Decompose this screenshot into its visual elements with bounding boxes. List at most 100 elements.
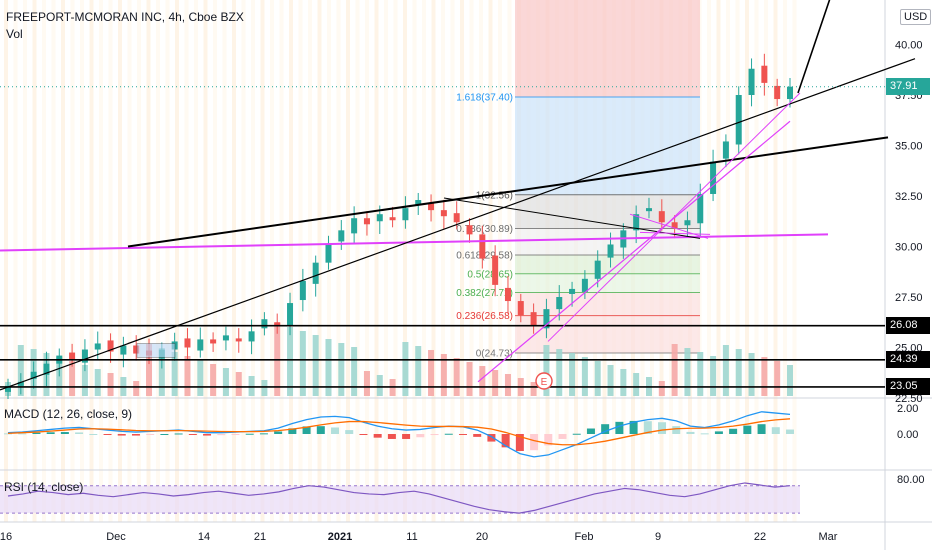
earnings-label: E [541, 377, 548, 388]
volume-bar [171, 352, 178, 396]
volume-bar [748, 353, 755, 396]
candle-body [363, 218, 370, 225]
session-band [317, 0, 322, 522]
macd-histogram-bar [288, 428, 297, 434]
candle-body [671, 222, 678, 229]
candle-body [222, 335, 229, 341]
volume-bar [569, 353, 576, 396]
channel-line [477, 120, 791, 383]
chart-title: FREEPORT-MCMORAN INC, 4h, Cboe BZX [6, 10, 244, 24]
trendline [0, 58, 916, 391]
session-band [298, 0, 303, 522]
volume-bar [338, 343, 345, 396]
time-tick-label: 16 [0, 531, 12, 543]
volume-bar [658, 381, 665, 396]
macd-histogram-bar [601, 424, 610, 434]
session-band [127, 0, 132, 522]
candle-body [697, 193, 704, 224]
session-band [707, 0, 711, 522]
time-tick-label: 20 [476, 531, 488, 543]
time-tick-label: 21 [254, 531, 266, 543]
candle-body [197, 339, 204, 351]
candle-body [351, 218, 358, 234]
volume-bar [69, 361, 76, 396]
candle-body [517, 301, 524, 316]
candle-body [107, 340, 114, 352]
session-band [422, 0, 426, 522]
session-band [726, 0, 730, 522]
macd-histogram-bar [586, 428, 595, 434]
time-tick-label: Mar [819, 531, 838, 543]
session-band [270, 0, 274, 522]
macd-pane [4, 411, 794, 458]
candle-body [774, 85, 781, 100]
macd-histogram-bar [757, 424, 766, 434]
macd-line [7, 411, 791, 458]
macd-histogram-bar [117, 434, 126, 436]
macd-histogram-bar [373, 434, 382, 438]
macd-histogram-bar [771, 427, 780, 434]
macd-histogram-bar [700, 433, 709, 435]
last-price-tag: 37.91 [886, 78, 930, 96]
session-band [431, 0, 436, 522]
volume-bar [774, 361, 781, 396]
candle-body [69, 352, 76, 360]
volume-bar [710, 356, 717, 396]
price-tick-label: 30.00 [895, 242, 923, 254]
session-band [232, 0, 236, 522]
fibonacci-zones: 2.618(45.23)1.618(37.40)1(32.56)0.786(30… [456, 0, 700, 359]
volume-bar [312, 335, 319, 396]
macd-histogram-bar [89, 434, 98, 435]
macd-histogram-bar [729, 428, 738, 434]
session-band [23, 0, 27, 522]
session-band [118, 0, 122, 522]
volume-bar [287, 327, 294, 396]
session-band [279, 0, 284, 522]
macd-tick-label: 2.00 [897, 403, 918, 415]
volume-bar [222, 368, 229, 396]
volume-bar [107, 373, 114, 396]
candle-body [556, 297, 563, 310]
macd-histogram-bar [743, 425, 752, 434]
session-band [108, 0, 113, 522]
macd-histogram-bar [302, 426, 311, 434]
candle-body [633, 214, 640, 231]
candle-body [325, 244, 332, 263]
time-tick-label: 11 [406, 531, 417, 543]
session-band [13, 0, 18, 522]
session-band [251, 0, 255, 522]
candle-body [376, 214, 383, 222]
volume-bar [697, 352, 704, 396]
candle-body [81, 349, 88, 363]
volume-bar [684, 348, 691, 396]
session-band [346, 0, 350, 522]
macd-histogram-bar [46, 432, 55, 434]
candle-body [543, 309, 550, 329]
rsi-label: RSI (14, close) [4, 480, 84, 494]
candle-body [133, 345, 140, 354]
macd-histogram-bar [103, 434, 112, 435]
macd-histogram-bar [203, 434, 212, 436]
session-band [716, 0, 721, 522]
price-tick-label: 32.50 [895, 191, 923, 203]
rsi-band [0, 485, 800, 514]
session-band [165, 0, 170, 522]
volume-bar [56, 357, 63, 396]
level-tag-1: 26.08 [886, 317, 930, 335]
currency-badge[interactable]: USD [900, 9, 932, 25]
macd-histogram-bar [487, 434, 496, 442]
session-band [336, 0, 341, 522]
macd-histogram-bar [18, 433, 27, 435]
candle-body [787, 86, 793, 100]
volume-bar [133, 381, 140, 396]
fib-level-label: 0.786(30.89) [456, 224, 513, 235]
volume-bar [81, 365, 88, 396]
volume-bar [197, 360, 204, 396]
volume-bar [94, 369, 101, 396]
macd-histogram-bar [672, 426, 681, 434]
candle-body [415, 200, 422, 206]
session-band [32, 0, 37, 522]
rsi-pane [0, 482, 800, 514]
flag-line [639, 231, 711, 235]
